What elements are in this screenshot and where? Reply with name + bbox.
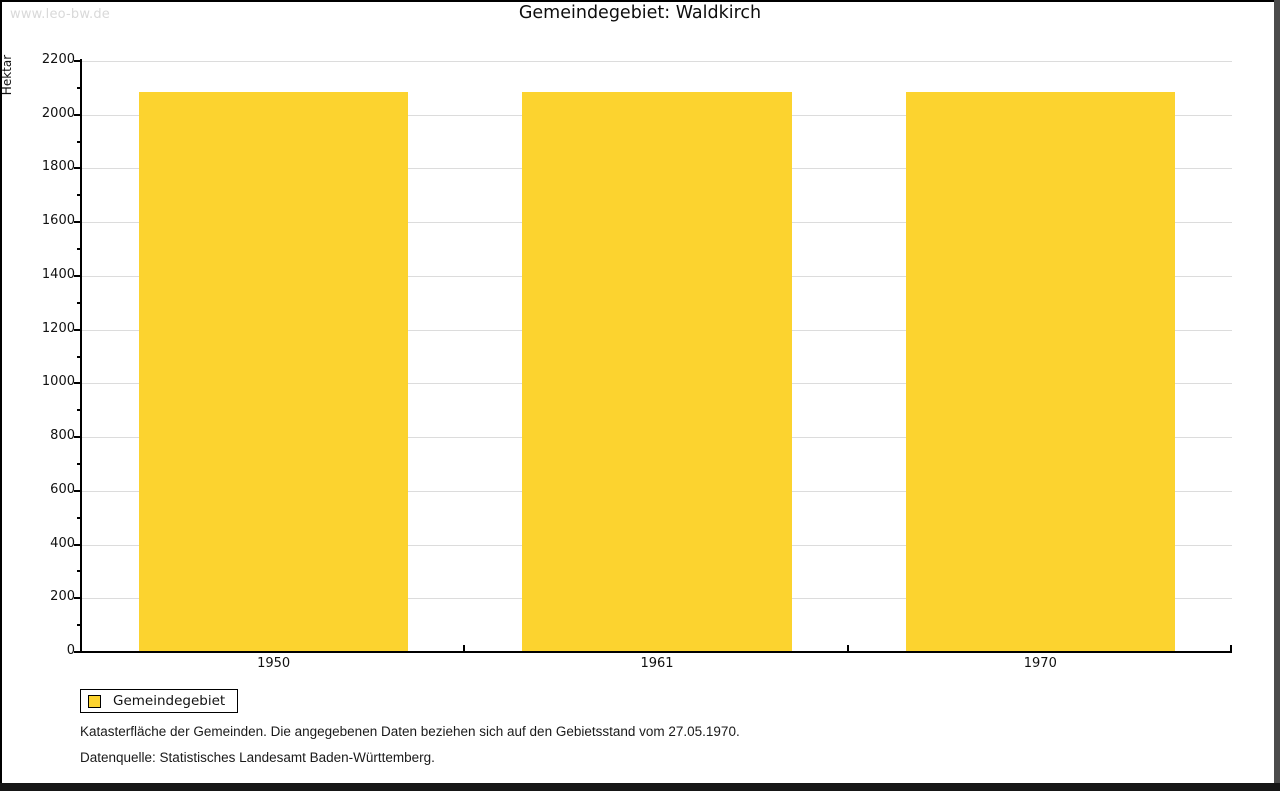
- window-border-bottom: [0, 783, 1280, 791]
- y-tick-label: 400: [50, 535, 75, 551]
- window-border-left: [0, 0, 2, 783]
- y-tick-label: 600: [50, 481, 75, 497]
- y-tick-label: 0: [66, 643, 75, 658]
- y-axis-tick: [74, 382, 82, 385]
- legend-color-swatch: [88, 694, 101, 708]
- y-axis-tick: [74, 597, 82, 600]
- y-axis-tick: [74, 221, 82, 224]
- y-axis-tick: [74, 167, 82, 170]
- x-axis-line: [80, 651, 1232, 653]
- y-axis-minor-tick: [77, 86, 82, 89]
- y-axis-minor-tick: [77, 355, 82, 358]
- x-tick-label: 1961: [640, 656, 674, 671]
- footnote-source-note: Katasterfläche der Gemeinden. Die angege…: [80, 724, 740, 739]
- y-tick-label: 1600: [41, 213, 75, 229]
- y-tick-label: 1800: [41, 159, 75, 175]
- y-axis-minor-tick: [77, 248, 82, 251]
- y-axis-tick: [74, 328, 82, 331]
- footnote-data-source: Datenquelle: Statistisches Landesamt Bad…: [80, 750, 435, 765]
- y-axis-tick: [74, 60, 82, 62]
- y-axis-tick: [74, 436, 82, 439]
- y-tick-label: 1200: [41, 320, 75, 336]
- y-axis-minor-tick: [77, 624, 82, 627]
- y-tick-label: 1400: [41, 266, 75, 282]
- y-axis-minor-tick: [77, 301, 82, 304]
- x-axis-tick: [1230, 645, 1232, 651]
- bar-1970: [905, 92, 1176, 652]
- y-axis-tick: [74, 489, 82, 492]
- y-axis-minor-tick: [77, 462, 82, 465]
- x-axis-tick: [846, 645, 849, 651]
- x-tick-label: 1950: [257, 656, 291, 671]
- y-tick-label: 2200: [41, 52, 75, 67]
- chart-title: Gemeindegebiet: Waldkirch: [518, 3, 762, 23]
- watermark-link: www.leo-bw.de: [10, 7, 111, 22]
- y-tick-label: 200: [50, 589, 75, 605]
- legend: Gemeindegebiet: [80, 689, 239, 713]
- y-tick-label: 1000: [41, 374, 75, 390]
- y-tick-label: 800: [50, 428, 75, 444]
- y-axis-tick: [74, 274, 82, 277]
- y-axis-minor-tick: [77, 570, 82, 573]
- y-axis-tick: [74, 543, 82, 546]
- y-axis-minor-tick: [77, 140, 82, 143]
- y-axis-minor-tick: [77, 194, 82, 197]
- x-axis-tick: [463, 645, 466, 651]
- y-axis-tick: [74, 651, 82, 653]
- y-axis-minor-tick: [77, 516, 82, 519]
- legend-series-label: Gemeindegebiet: [113, 693, 226, 709]
- plot-area: [82, 61, 1232, 652]
- y-tick-label: 2000: [41, 105, 75, 121]
- bar-1961: [522, 92, 792, 652]
- window-border-top: [0, 0, 1274, 2]
- y-axis-title: Hektar: [0, 54, 14, 96]
- x-tick-label: 1970: [1023, 656, 1057, 671]
- y-axis-minor-tick: [77, 409, 82, 412]
- window-border-right: [1274, 0, 1280, 791]
- bar-1950: [138, 92, 409, 652]
- y-axis-tick: [74, 113, 82, 116]
- gridline: [82, 61, 1232, 62]
